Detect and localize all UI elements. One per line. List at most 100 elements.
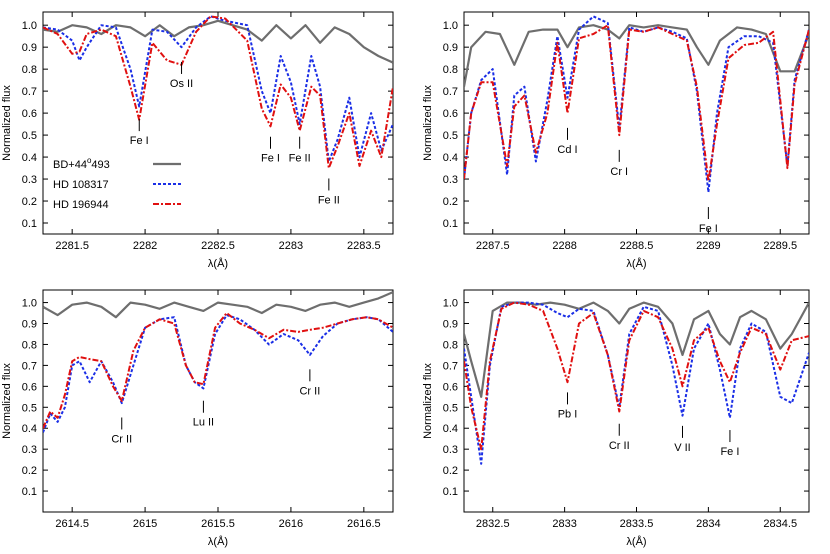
y-tick-label: 0.4 bbox=[22, 423, 37, 435]
plot-frame bbox=[463, 11, 810, 235]
x-tick-label: 2288 bbox=[552, 240, 576, 252]
legend: BD+44o493 HD 108317 HD 196944 bbox=[53, 156, 181, 211]
y-tick-label: 0.6 bbox=[22, 381, 37, 393]
series-line-bd bbox=[464, 301, 809, 398]
y-axis-label: Normalized flux bbox=[422, 85, 434, 161]
series-line-hd108317 bbox=[464, 301, 809, 465]
x-tick-label: 2282 bbox=[133, 240, 157, 252]
series-group bbox=[43, 291, 393, 433]
x-axis-label: λ(Å) bbox=[208, 257, 228, 270]
annotation-fe-ii: Fe II bbox=[289, 153, 311, 165]
y-tick-label: 0.2 bbox=[443, 465, 458, 477]
legend-label: HD 196944 bbox=[53, 199, 109, 211]
y-tick-label: 0.6 bbox=[443, 108, 458, 120]
y-tick-label: 1.0 bbox=[22, 298, 37, 310]
series-line-hd196944 bbox=[464, 301, 809, 451]
legend-label: HD 108317 bbox=[53, 179, 109, 191]
y-tick-label: 0.8 bbox=[22, 64, 37, 76]
y-tick-label: 0.9 bbox=[22, 42, 37, 54]
series-line-hd196944 bbox=[43, 15, 393, 170]
series-line-hd196944 bbox=[43, 312, 393, 429]
legend-label: BD+44o493 bbox=[53, 156, 110, 171]
series-line-hd108317 bbox=[464, 15, 809, 194]
x-tick-label: 2615.5 bbox=[201, 518, 235, 530]
x-tick-label: 2282.5 bbox=[201, 240, 235, 252]
y-tick-label: 0.6 bbox=[443, 381, 458, 393]
x-tick-label: 2289.5 bbox=[763, 240, 797, 252]
annotation-cr-ii: Cr II bbox=[111, 433, 132, 445]
x-tick-label: 2283 bbox=[279, 240, 303, 252]
x-tick-label: 2833 bbox=[552, 518, 576, 530]
y-tick-label: 1.0 bbox=[443, 20, 458, 32]
annotation-cr-ii: Cr II bbox=[299, 385, 320, 397]
annotation-fe-i: Fe I bbox=[130, 135, 149, 147]
y-axis-label: Normalized flux bbox=[1, 85, 13, 161]
y-tick-label: 0.3 bbox=[443, 444, 458, 456]
y-tick-label: 0.8 bbox=[443, 64, 458, 76]
series-group bbox=[464, 15, 809, 194]
y-tick-label: 1.0 bbox=[443, 298, 458, 310]
x-axis-label: λ(Å) bbox=[626, 535, 646, 548]
x-tick-label: 2283.5 bbox=[347, 240, 381, 252]
series-line-hd196944 bbox=[464, 24, 809, 183]
plot-frame bbox=[463, 289, 810, 513]
annotation-fe-i: Fe I bbox=[699, 223, 718, 235]
series-line-bd bbox=[43, 19, 393, 64]
y-tick-label: 0.2 bbox=[22, 465, 37, 477]
y-tick-label: 0.6 bbox=[22, 108, 37, 120]
y-axis-label: Normalized flux bbox=[1, 363, 13, 439]
series-group bbox=[464, 301, 809, 465]
series-line-bd bbox=[464, 24, 809, 87]
x-tick-label: 2832.5 bbox=[476, 518, 510, 530]
y-tick-label: 0.2 bbox=[443, 196, 458, 208]
y-tick-label: 0.2 bbox=[22, 196, 37, 208]
y-tick-label: 0.4 bbox=[443, 423, 458, 435]
x-tick-label: 2616 bbox=[279, 518, 303, 530]
x-tick-label: 2834 bbox=[696, 518, 720, 530]
y-tick-label: 0.4 bbox=[22, 152, 37, 164]
annotation-pb-i: Pb I bbox=[558, 408, 578, 420]
x-tick-label: 2614.5 bbox=[55, 518, 89, 530]
y-tick-label: 0.5 bbox=[443, 130, 458, 142]
x-tick-label: 2834.5 bbox=[763, 518, 797, 530]
y-tick-label: 0.9 bbox=[443, 319, 458, 331]
y-axis-label: Normalized flux bbox=[422, 363, 434, 439]
panel-top-right: 0.1 0.2 0.3 0.4 0.5 0.6 0.7 0.8 0.9 1.0 2287.5 2288… bbox=[422, 11, 810, 270]
y-tick-label: 0.1 bbox=[22, 218, 37, 230]
annotation-fe-ii: Fe II bbox=[318, 194, 340, 206]
y-tick-label: 0.1 bbox=[443, 218, 458, 230]
panel-top-left: 0.1 0.2 0.3 0.4 0.5 0.6 0.7 0.8 0.9 1.0 2281.5 2282… bbox=[1, 11, 394, 270]
x-axis-label: λ(Å) bbox=[626, 257, 646, 270]
y-tick-label: 0.9 bbox=[22, 319, 37, 331]
y-tick-label: 0.5 bbox=[22, 130, 37, 142]
y-tick-label: 0.8 bbox=[443, 339, 458, 351]
x-tick-label: 2833.5 bbox=[620, 518, 654, 530]
annotation-fe-i: Fe I bbox=[261, 153, 280, 165]
panel-bottom-left: 0.1 0.2 0.3 0.4 0.5 0.6 0.7 0.8 0.9 1.0 2614.5 2615… bbox=[1, 289, 394, 548]
x-tick-label: 2615 bbox=[133, 518, 157, 530]
y-tick-label: 0.7 bbox=[443, 86, 458, 98]
y-tick-label: 1.0 bbox=[22, 20, 37, 32]
series-line-bd bbox=[43, 291, 393, 319]
annotation-lu-ii: Lu II bbox=[193, 417, 214, 429]
panel-bottom-right: 0.1 0.2 0.3 0.4 0.5 0.6 0.7 0.8 0.9 1.0 2832.5 2833… bbox=[422, 289, 810, 548]
annotation-v-ii: V II bbox=[674, 442, 691, 454]
y-tick-label: 0.1 bbox=[443, 486, 458, 498]
y-tick-label: 0.7 bbox=[443, 360, 458, 372]
annotation-cr-ii: Cr II bbox=[609, 440, 630, 452]
x-tick-label: 2287.5 bbox=[476, 240, 510, 252]
y-tick-label: 0.3 bbox=[22, 174, 37, 186]
x-tick-label: 2281.5 bbox=[55, 240, 89, 252]
y-tick-label: 0.5 bbox=[443, 402, 458, 414]
series-line-hd108317 bbox=[43, 15, 393, 163]
annotation-fe-i: Fe I bbox=[720, 446, 739, 458]
y-tick-label: 0.8 bbox=[22, 339, 37, 351]
y-tick-label: 0.9 bbox=[443, 42, 458, 54]
annotation-cr-i: Cr I bbox=[610, 166, 628, 178]
x-tick-label: 2289 bbox=[696, 240, 720, 252]
y-tick-label: 0.4 bbox=[443, 152, 458, 164]
x-tick-label: 2616.5 bbox=[347, 518, 381, 530]
x-tick-label: 2288.5 bbox=[620, 240, 654, 252]
y-tick-label: 0.3 bbox=[22, 444, 37, 456]
